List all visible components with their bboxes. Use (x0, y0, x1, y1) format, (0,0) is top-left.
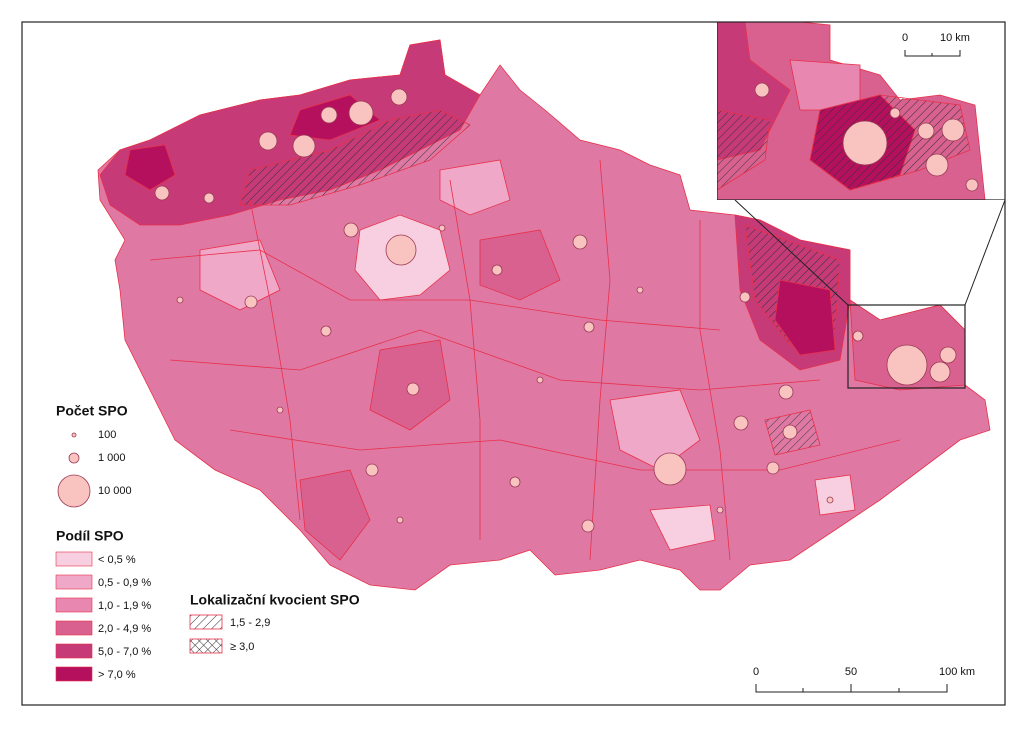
scale-label: 0 (753, 666, 759, 678)
legend-label: 1 000 (98, 452, 126, 464)
scale-label: 50 (845, 666, 857, 678)
scale-label: 100 km (939, 666, 975, 678)
legend: Počet SPO Podíl SPO Lokalizační kvocient… (55, 403, 360, 682)
inset-callout (734, 199, 1006, 389)
legend-label: < 0,5 % (98, 554, 136, 566)
legend-swatch (55, 551, 93, 567)
legend-label: 0,5 - 0,9 % (98, 577, 151, 589)
legend-swatch (55, 597, 93, 613)
legend-label: 100 (98, 429, 116, 441)
country-map (97, 39, 991, 591)
map-scale-bar: 0 50 100 km (753, 666, 975, 693)
legend-title: Počet SPO (56, 403, 128, 419)
scale-label: 10 km (940, 32, 970, 44)
count-circles (154, 88, 957, 533)
legend-swatch (189, 614, 223, 630)
inset-map (717, 22, 1005, 200)
legend-label: 10 000 (98, 485, 132, 497)
legend-label: 1,5 - 2,9 (230, 617, 270, 629)
legend-label: 1,0 - 1,9 % (98, 600, 151, 612)
legend-swatch (55, 574, 93, 590)
legend-label: 2,0 - 4,9 % (98, 623, 151, 635)
legend-label: ≥ 3,0 (230, 641, 254, 653)
legend-label: > 7,0 % (98, 669, 136, 681)
scale-label: 0 (902, 32, 908, 44)
legend-swatch (55, 620, 93, 636)
legend-circle (57, 474, 91, 508)
legend-circle (71, 432, 77, 438)
legend-title: Podíl SPO (56, 528, 124, 544)
legend-label: 5,0 - 7,0 % (98, 646, 151, 658)
legend-swatch (55, 666, 93, 682)
legend-swatch (189, 638, 223, 654)
legend-swatch (55, 643, 93, 659)
legend-title: Lokalizační kvocient SPO (190, 592, 360, 608)
inset-scale-bar: 0 10 km (902, 32, 970, 57)
legend-circle (68, 452, 80, 464)
